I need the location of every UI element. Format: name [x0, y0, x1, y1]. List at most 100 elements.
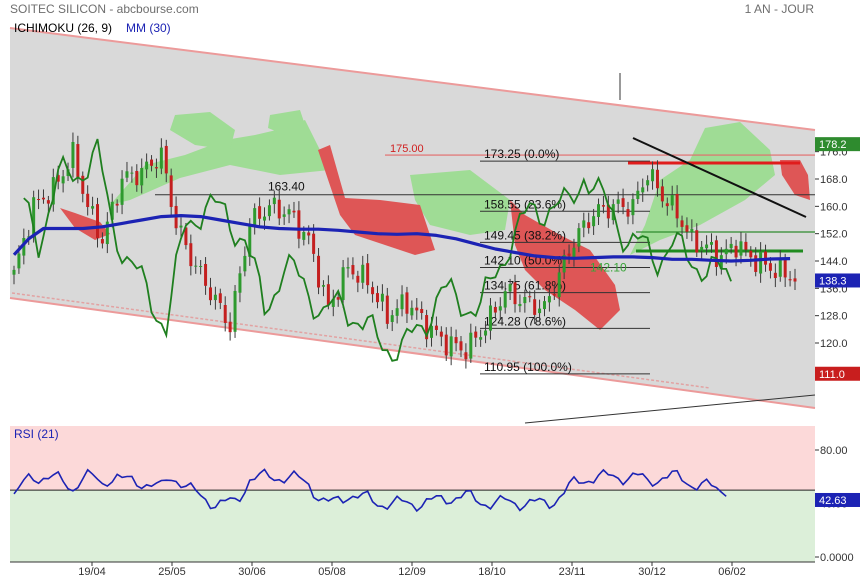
candle-body-129	[646, 180, 650, 186]
candle-body-126	[631, 199, 635, 216]
candle-body-132	[660, 186, 664, 202]
candle-body-47	[243, 255, 247, 272]
candle-body-108	[542, 301, 546, 310]
candle-body-45	[233, 290, 237, 332]
candle-body-123	[616, 199, 620, 204]
candle-body-97	[488, 305, 492, 331]
price-tag-label-1: 138.3	[819, 275, 847, 287]
candle-body-81	[410, 307, 414, 316]
candle-body-155	[773, 272, 777, 279]
candle-body-70	[356, 275, 360, 283]
candle-body-111	[557, 272, 561, 298]
candle-body-30	[159, 147, 163, 169]
candle-body-37	[194, 265, 198, 267]
candle-body-14	[81, 175, 85, 194]
candle-body-28	[150, 159, 154, 166]
candle-body-142	[709, 242, 713, 245]
channel-mid-dashed-line	[11, 292, 711, 389]
candle-body-26	[140, 167, 144, 186]
fib-label-6: 134.75 (61.8%)	[484, 279, 566, 293]
candle-body-140	[700, 246, 704, 251]
candle-body-114	[572, 247, 576, 258]
candle-body-128	[641, 187, 645, 193]
candle-body-17	[96, 204, 100, 238]
candle-body-124	[621, 198, 625, 208]
fib-label-8: 110.95 (100.0%)	[484, 360, 572, 374]
kumo-bullish-4	[268, 110, 305, 135]
candle-body-146	[729, 243, 733, 249]
price-tick-label-4: 144.0	[820, 256, 848, 268]
date-tick-label-6: 23/11	[559, 566, 586, 578]
candle-body-35	[184, 227, 188, 246]
candle-body-2	[22, 238, 26, 256]
candle-body-25	[135, 170, 139, 186]
price-tag-label-2: 111.0	[819, 369, 845, 381]
kijun-label: 142.10	[590, 260, 627, 274]
kumo-bullish-1	[410, 170, 510, 235]
rsi-tick-label-0: 80.00	[820, 445, 848, 457]
candle-body-98	[493, 306, 497, 313]
instrument-title: SOITEC SILICON - abcbourse.com	[10, 2, 199, 16]
candle-body-145	[724, 248, 728, 255]
candle-body-101	[508, 284, 512, 292]
lower-trend-line	[524, 394, 816, 424]
candle-body-159	[793, 278, 797, 282]
candle-body-99	[498, 306, 502, 311]
price-tick-label-2: 160.0	[820, 201, 848, 213]
candle-body-43	[223, 305, 227, 323]
fibonacci-levels: 175.00 163.40 173.25 (0.0%) 158.55 (23.6%) 1…	[155, 73, 816, 424]
candle-body-15	[86, 193, 90, 208]
candle-body-71	[361, 264, 365, 283]
candle-body-75	[380, 293, 384, 302]
candle-body-1	[17, 253, 21, 269]
candle-body-138	[690, 228, 694, 232]
candle-body-64	[326, 284, 330, 305]
candle-body-62	[317, 255, 321, 288]
date-tick-label-8: 06/02	[718, 566, 746, 578]
candle-body-85	[430, 325, 434, 338]
price-tag-bg-2	[815, 366, 860, 381]
candle-body-60	[307, 232, 311, 236]
date-tick-label-0: 19/04	[78, 566, 106, 578]
candlestick-series	[12, 132, 797, 369]
candle-body-134	[670, 194, 674, 206]
candle-body-107	[538, 308, 542, 314]
candle-body-21	[115, 203, 119, 206]
candle-body-34	[179, 225, 183, 228]
candle-body-125	[626, 209, 630, 217]
candle-body-109	[547, 296, 551, 303]
price-tag-bg-1	[815, 273, 860, 288]
candle-body-72	[366, 263, 370, 286]
candle-body-116	[582, 220, 586, 228]
rsi-overbought-zone	[10, 426, 815, 491]
candle-body-44	[228, 321, 232, 333]
candle-body-127	[636, 190, 640, 199]
date-tick-label-7: 30/12	[638, 566, 666, 578]
candle-body-135	[675, 193, 679, 219]
candle-body-93	[469, 332, 473, 359]
candle-body-49	[253, 208, 257, 227]
candle-body-118	[592, 216, 596, 227]
candle-body-151	[754, 255, 758, 272]
candle-body-136	[680, 220, 684, 227]
candle-body-67	[341, 267, 345, 301]
descending-trend-line	[632, 137, 807, 218]
date-axis: 19/04 25/05 30/06 05/08 12/09 18/10 23/11 30/12…	[10, 561, 815, 578]
candle-body-141	[705, 244, 709, 249]
candle-body-12	[71, 142, 75, 168]
candle-body-50	[258, 206, 262, 219]
candle-body-27	[145, 161, 149, 170]
candle-body-83	[420, 309, 424, 313]
candle-body-90	[454, 337, 458, 344]
candle-body-102	[513, 282, 517, 305]
candle-body-95	[479, 337, 483, 340]
candle-body-106	[533, 299, 537, 315]
candle-body-65	[331, 298, 335, 307]
candle-body-69	[351, 265, 355, 275]
candle-body-53	[272, 197, 276, 205]
candle-body-89	[449, 336, 453, 357]
chikou-span-line	[23, 138, 732, 362]
candle-body-110	[552, 294, 556, 296]
candle-body-68	[346, 267, 350, 269]
